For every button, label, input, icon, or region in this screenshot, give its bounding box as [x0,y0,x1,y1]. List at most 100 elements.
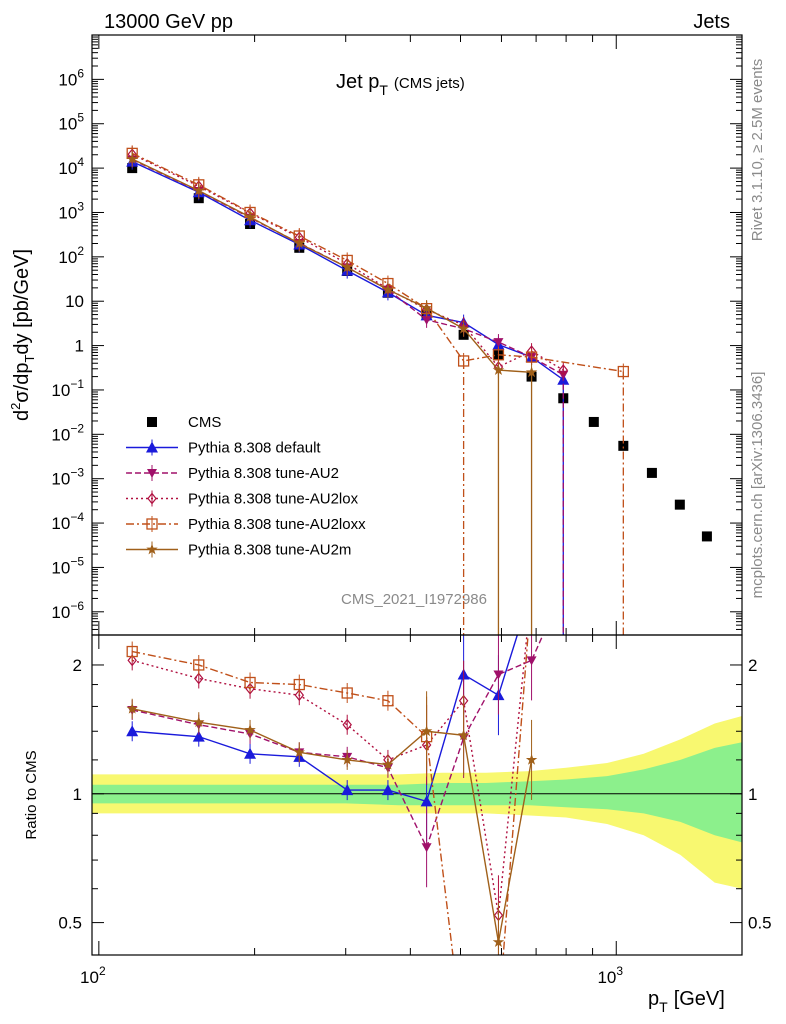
legend-marker [147,417,157,427]
ratio-point [126,645,138,658]
series-line-au2m [131,158,532,373]
legend: CMS Pythia 8.308 default Pythia 8.308 tune… [126,414,366,559]
ratio-point [382,695,394,707]
ratio-point [244,723,256,735]
ratio-series-au2lox [127,635,528,955]
header-right: Jets [693,11,730,33]
ratio-point [493,670,504,680]
ratio-y-tick-label-right: 1 [748,785,757,804]
data-point [126,153,138,164]
data-point [293,237,305,249]
axes: 10−6 10−5 10−4 10−3 10−2 10−1 1 10 102 103 104 105 1… [51,34,772,987]
legend-label: Pythia 8.308 default [188,440,321,457]
ratio-point [193,672,204,685]
main-panel-series [126,145,712,635]
data-point [420,302,433,313]
ratio-point [457,729,470,741]
data-point [493,338,504,348]
ratio-frame [91,634,743,956]
legend-item-au2m: Pythia 8.308 tune-AU2m [126,541,351,559]
series-data [127,163,712,542]
data-point [457,322,470,334]
ratio-point [293,746,305,758]
ratio-point [126,725,139,737]
ratio-point [127,654,137,667]
data-point [244,211,256,222]
legend-item-data: CMS [147,414,221,431]
data-point [646,467,657,478]
legend-label: Pythia 8.308 tune-AU2loxx [188,516,366,533]
data-point [674,499,685,510]
legend-item-default: Pythia 8.308 default [126,439,321,457]
ratio-point [420,795,433,807]
ratio-point [193,659,205,671]
ratio-line-au2m [132,708,533,943]
ratio-point [492,936,505,947]
band-inner [92,742,742,843]
legend-marker [147,492,157,505]
y-tick-label: 10−4 [51,510,84,533]
data-point [525,366,538,378]
ratio-panel-series [126,635,544,955]
ratio-point [294,689,305,702]
y-tick-label: 10−5 [51,554,84,577]
series-au2loxx [126,145,629,380]
legend-marker [146,518,158,530]
ratio-point [382,758,394,770]
ratio-point [193,716,205,727]
y-tick-label: 1 [75,337,84,356]
data-point [341,261,353,273]
y-tick-label: 10 [65,292,84,311]
legend-label: CMS [188,414,221,431]
ratio-point [341,753,353,765]
data-point [701,531,712,542]
legend-marker [146,441,158,453]
y-tick-label: 106 [58,66,84,89]
data-point [618,440,629,451]
uncertainty-band [92,715,742,889]
data-point [421,315,432,325]
data-point [193,184,205,196]
legend-label: Pythia 8.308 tune-AU2m [188,542,351,559]
ratio-point [421,843,432,853]
data-point [492,364,505,375]
ratio-point [420,725,433,737]
legend-item-au2lox: Pythia 8.308 tune-AU2lox [126,490,359,508]
ratio-line-au2loxx [132,635,529,955]
ratio-point [341,687,353,699]
data-point [588,416,599,427]
series-au2m [126,151,538,381]
ratio-point [381,784,394,796]
analysis-watermark: CMS_2021_I1972986 [341,591,487,608]
rivet-label: Rivet 3.1.10, ≥ 2.5M events [749,59,766,242]
legend-label: Pythia 8.308 tune-AU2 [188,465,339,482]
ratio-point [342,718,352,731]
ratio-line-au2lox [132,635,528,916]
ratio-series-default [126,635,519,842]
ratio-y-tick-label-right: 0.5 [748,914,772,933]
ratio-y-tick-label-right: 2 [748,656,757,675]
x-axis-label: pT [GeV] [648,988,725,1015]
legend-marker [147,469,157,478]
data-point [492,349,505,361]
legend-marker [146,543,158,555]
x-tick-label: 103 [597,964,623,987]
y-tick-label: 105 [58,111,84,134]
ratio-series-au2m [126,691,538,955]
y-tick-label: 104 [58,155,84,178]
ratio-point [525,753,538,765]
ratio-ylabel: Ratio to CMS [23,750,40,839]
legend-item-au2: Pythia 8.308 tune-AU2 [126,465,339,482]
ratio-point [244,747,257,759]
ratio-y-tick-label: 1 [73,785,82,804]
legend-item-au2loxx: Pythia 8.308 tune-AU2loxx [126,516,366,533]
y-tick-label: 10−6 [51,599,84,622]
y-tick-label: 102 [58,244,84,267]
ratio-point [126,702,138,714]
series-line-au2loxx [131,152,624,373]
y-tick-label: 10−3 [51,466,84,489]
ratio-y-tick-label: 2 [73,656,82,675]
main-ylabel: d2σ/dpTdy [pb/GeV] [8,249,37,421]
y-tick-label: 10−1 [51,377,84,400]
